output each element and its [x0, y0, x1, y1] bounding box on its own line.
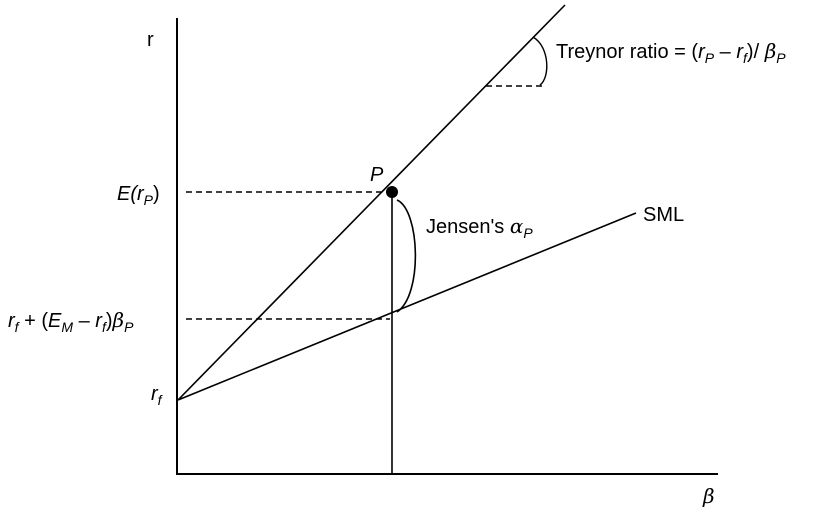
- treynor-ratio-label: Treynor ratio = (rP – rf)/ βP: [556, 39, 786, 66]
- y-axis-label: r: [147, 29, 154, 51]
- expected-return-tick-label: E(rP): [117, 183, 160, 208]
- portfolio-line: [177, 4, 566, 401]
- jensen-alpha-label: Jensen's αP: [426, 214, 533, 241]
- jensen-alpha-bracket: [396, 199, 417, 313]
- portfolio-point-label: P: [370, 164, 384, 186]
- sml-label: SML: [643, 204, 684, 226]
- treynor-angle-arc: [532, 36, 548, 86]
- risk-free-tick-label: rf: [151, 383, 164, 408]
- x-axis-label: β: [702, 484, 715, 508]
- portfolio-point: [386, 186, 398, 198]
- capm-return-tick-label: rf + (EM – rf)βP: [8, 308, 134, 335]
- sml-line: [177, 212, 637, 401]
